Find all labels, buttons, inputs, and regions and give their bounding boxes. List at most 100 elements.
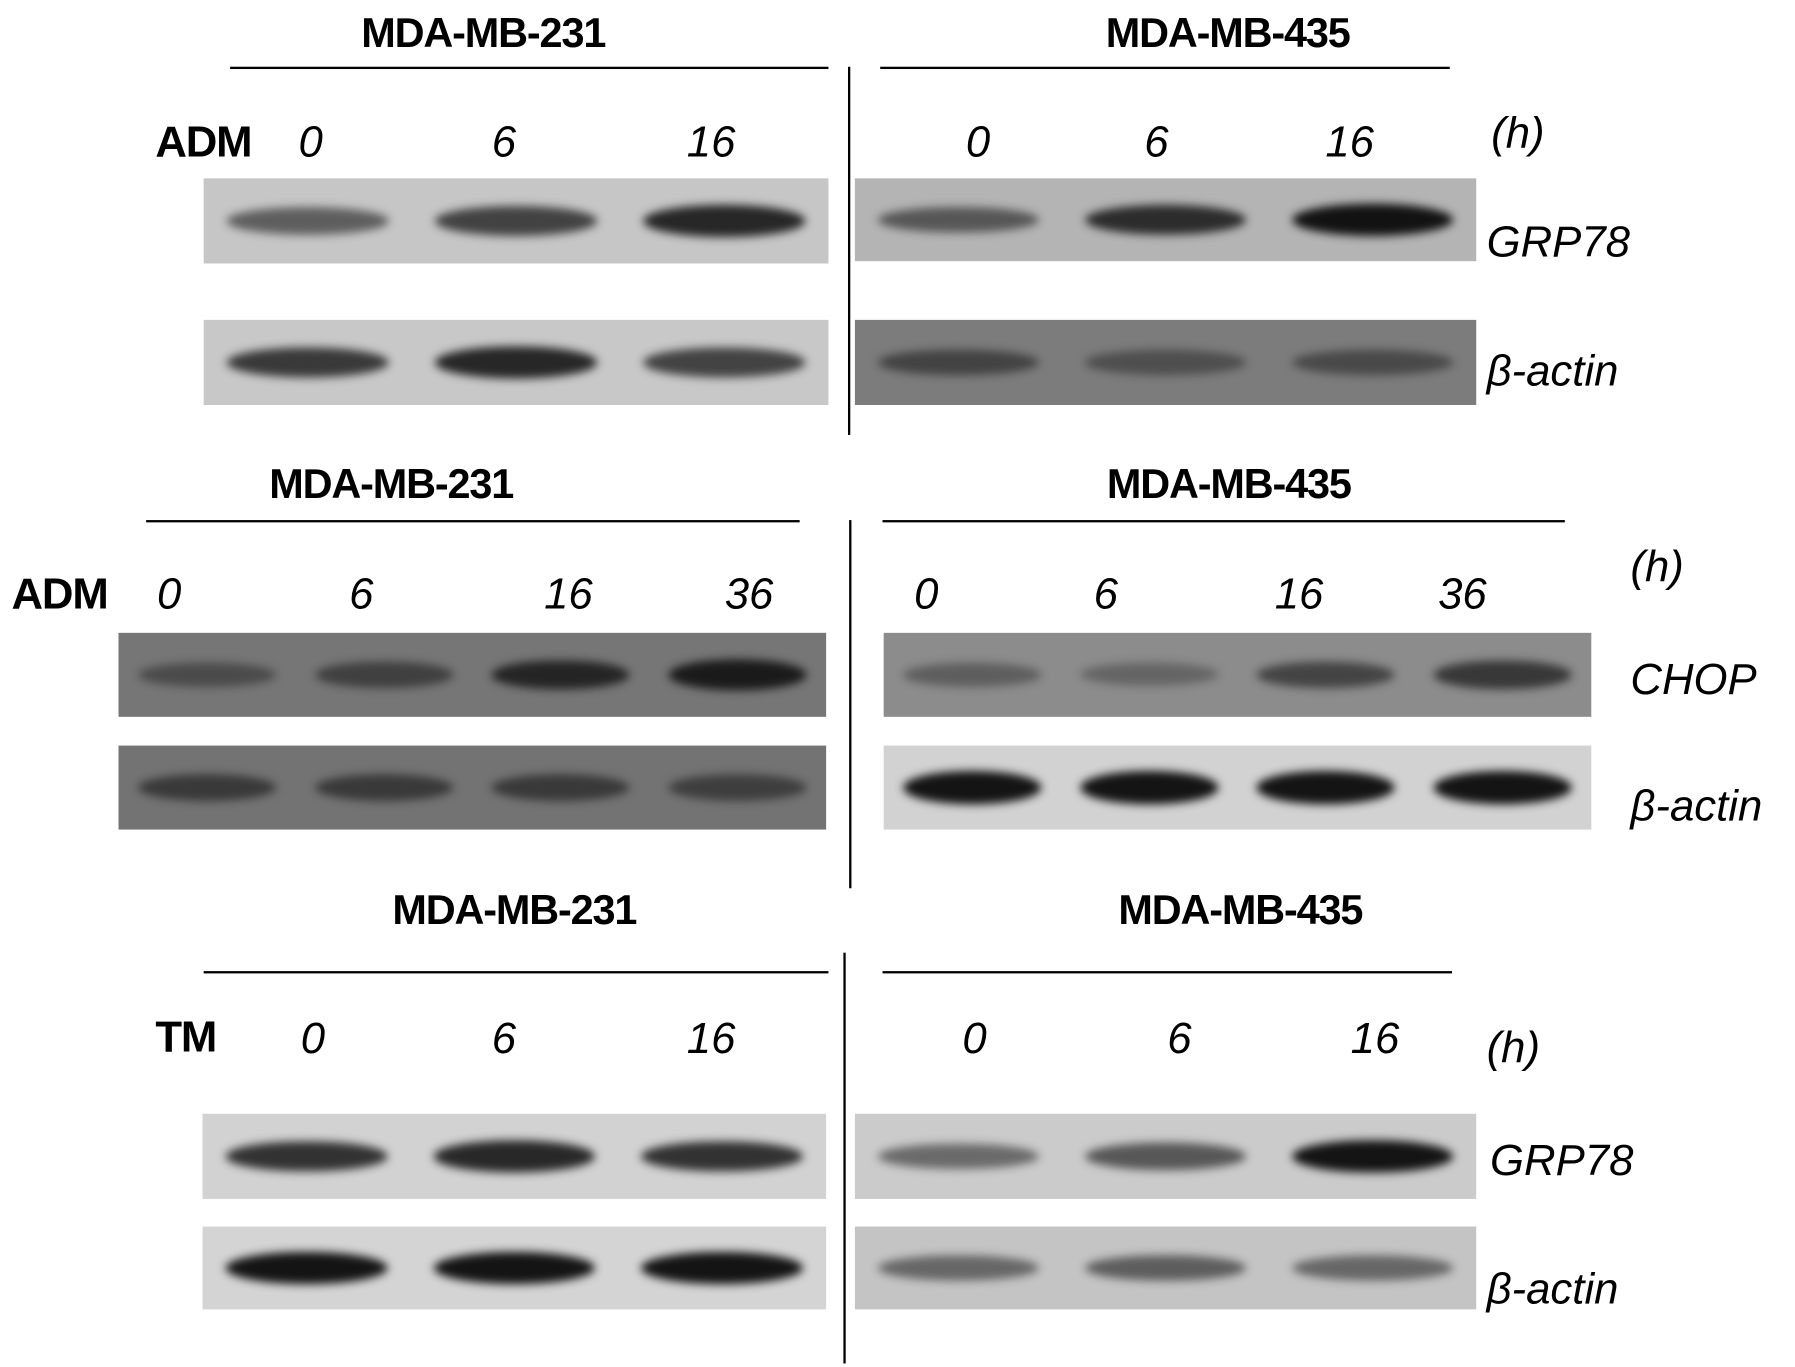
protein-band [643,347,806,378]
timepoint-label: 36 [724,570,774,620]
panel-divider [847,66,851,435]
protein-band [433,1251,596,1285]
protein-band [225,1140,388,1172]
timepoint-label: 0 [298,118,323,167]
group-underline [146,520,800,523]
protein-label: GRP78 [1490,1136,1634,1186]
blot-left-grp78 [203,178,829,264]
group-underline [880,66,1450,70]
protein-band [1084,1254,1247,1282]
cell-line-label: MDA-MB-435 [1118,885,1363,934]
protein-band [1433,771,1572,804]
protein-band [137,774,276,801]
protein-band [1080,663,1218,687]
blot-right-actin [883,745,1592,830]
protein-band [1256,661,1395,689]
blot-right-actin [854,319,1477,406]
protein-label: β-actin [1486,1265,1619,1314]
timepoint-label: 16 [1325,118,1374,167]
protein-band [1433,660,1572,689]
protein-band [668,659,807,691]
protein-band [1291,349,1454,376]
cell-line-label: MDA-MB-231 [269,460,514,508]
protein-label: CHOP [1630,655,1757,705]
blot-left-grp78 [202,1113,827,1199]
protein-band [226,347,389,378]
timepoint-label: 6 [1144,118,1169,167]
protein-band [491,659,630,690]
protein-band [877,1143,1040,1170]
timepoint-label: 0 [965,118,991,167]
protein-band [1084,1142,1247,1171]
protein-band [877,349,1040,376]
unit-label: (h) [1491,109,1545,158]
cell-line-label: MDA-MB-435 [1106,460,1352,508]
panel-divider [849,520,852,889]
protein-band [668,774,807,801]
protein-band [137,662,276,688]
group-underline [882,520,1565,523]
protein-band [641,1140,804,1172]
group-underline [230,66,829,70]
protein-band [225,1251,388,1285]
treatment-label: ADM [11,570,109,620]
protein-band [643,205,806,237]
protein-band [1256,771,1395,804]
timepoint-label: 16 [1350,1014,1400,1064]
treatment-label: ADM [155,118,252,167]
panel-divider [843,952,846,1364]
treatment-label: TM [155,1013,217,1063]
timepoint-label: 0 [962,1014,987,1064]
timepoint-label: 6 [491,1014,517,1064]
group-underline [203,971,829,974]
timepoint-label: 6 [1167,1014,1192,1064]
timepoint-label: 16 [686,118,736,167]
timepoint-label: 0 [156,570,182,620]
group-underline [882,971,1453,974]
timepoint-label: 16 [686,1014,736,1064]
protein-band [491,774,630,801]
protein-label: GRP78 [1486,218,1630,267]
protein-band [1080,771,1218,804]
protein-band [903,662,1042,687]
unit-label: (h) [1486,1024,1541,1073]
timepoint-label: 6 [491,118,517,167]
cell-line-label: MDA-MB-231 [392,885,637,934]
protein-band [433,1140,596,1173]
blot-right-actin [854,1226,1477,1310]
blot-left-actin [202,1226,827,1310]
timepoint-label: 16 [544,570,593,620]
protein-band [1291,203,1454,236]
protein-band [1084,204,1247,235]
timepoint-label: 36 [1438,570,1487,620]
protein-label: β-actin [1486,347,1619,396]
timepoint-label: 6 [349,570,374,620]
protein-band [1291,1255,1454,1281]
timepoint-label: 0 [300,1014,326,1064]
protein-band [877,1255,1040,1281]
protein-band [903,771,1042,804]
protein-band [1291,1139,1454,1173]
blot-left-actin [118,745,827,830]
blot-left-chop [118,632,827,717]
protein-band [314,774,453,801]
blot-right-grp78 [854,178,1477,262]
protein-band [434,206,598,236]
protein-band [1084,349,1247,375]
unit-label: (h) [1630,543,1684,592]
protein-band [641,1251,804,1285]
blot-left-actin [203,319,829,406]
blot-right-chop [883,632,1592,717]
timepoint-label: 16 [1274,570,1324,620]
protein-band [434,346,598,379]
protein-band [226,207,389,235]
protein-label: β-actin [1630,782,1763,831]
timepoint-label: 6 [1093,570,1118,620]
protein-band [877,206,1040,233]
timepoint-label: 0 [914,570,939,620]
blot-right-grp78 [854,1113,1477,1199]
protein-band [314,661,453,688]
cell-line-label: MDA-MB-231 [361,9,606,57]
cell-line-label: MDA-MB-435 [1105,9,1351,57]
